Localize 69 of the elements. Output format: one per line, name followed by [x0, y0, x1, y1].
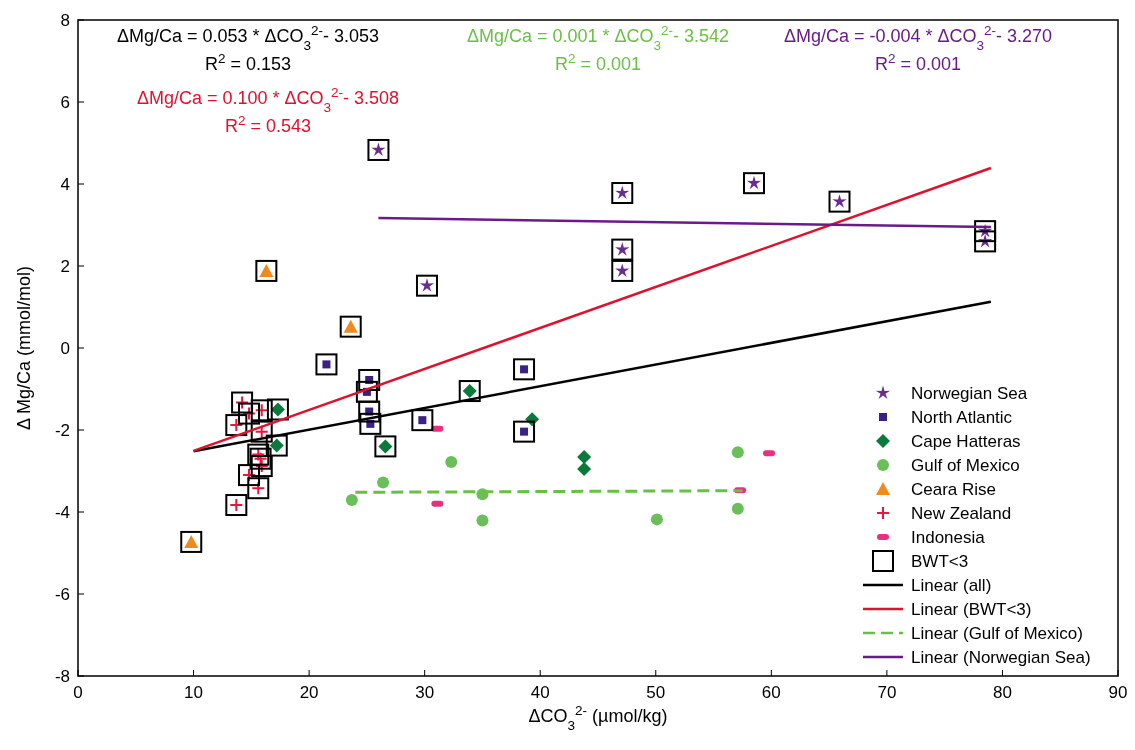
- point: [611, 182, 634, 205]
- annotation: R$^{2}$ = 0.543: [224, 112, 312, 136]
- annotation: ΔMg/Ca = 0.100 * ΔCO$_{3}$$^{2-}$- 3.508: [136, 84, 400, 115]
- point: [577, 450, 592, 465]
- point: [358, 400, 381, 423]
- point: [513, 358, 536, 381]
- point: [577, 461, 592, 476]
- point: [731, 502, 744, 515]
- point: [974, 220, 997, 243]
- point: [743, 172, 765, 195]
- point: [828, 190, 851, 213]
- x-tick-label: 30: [415, 683, 435, 702]
- legend-label: Norwegian Sea: [911, 384, 1028, 403]
- point: [345, 494, 358, 507]
- point: [611, 238, 634, 261]
- legend-label: Ceara Rise: [911, 480, 997, 499]
- x-tick-label: 20: [299, 683, 319, 702]
- point: [411, 409, 434, 432]
- y-tick-label: -6: [54, 585, 70, 604]
- annotation: ΔMg/Ca = -0.004 * ΔCO$_{3}$$^{2-}$- 3.270: [783, 22, 1053, 53]
- point: [650, 513, 663, 526]
- y-tick-label: 4: [60, 175, 70, 194]
- legend-label: Linear (Gulf of Mexico): [911, 624, 1083, 643]
- point: [359, 412, 382, 435]
- x-tick-label: 60: [761, 683, 781, 702]
- legend-label: Linear (BWT<3): [911, 600, 1032, 619]
- y-axis-title: Δ Mg/Ca (mmol/mol): [14, 265, 34, 431]
- y-tick-label: -4: [54, 503, 70, 522]
- legend-label: Gulf of Mexico: [911, 456, 1020, 475]
- legend-label: Indonesia: [911, 528, 986, 547]
- y-tick-label: 8: [60, 11, 70, 30]
- annotation: ΔMg/Ca = 0.053 * ΔCO$_{3}$$^{2-}$- 3.053: [116, 22, 380, 53]
- point: [180, 530, 203, 553]
- point: [358, 368, 381, 391]
- legend-label: Linear (all): [911, 576, 992, 595]
- annotation: R$^{2}$ = 0.153: [204, 50, 292, 74]
- legend-label: Cape Hatteras: [911, 432, 1021, 451]
- y-tick-label: 0: [60, 339, 70, 358]
- x-tick-label: 0: [73, 683, 83, 702]
- annotation: R$^{2}$ = 0.001: [874, 50, 962, 74]
- point: [355, 380, 378, 403]
- x-tick-label: 80: [992, 683, 1012, 702]
- point: [513, 420, 536, 443]
- legend-label: North Atlantic: [911, 408, 1013, 427]
- point: [611, 259, 634, 282]
- annotation: ΔMg/Ca = 0.001 * ΔCO$_{3}$$^{2-}$- 3.542: [466, 22, 730, 53]
- legend-label: BWT<3: [911, 552, 969, 571]
- x-tick-label: 70: [877, 683, 897, 702]
- y-tick-label: 6: [60, 93, 70, 112]
- x-tick-label: 10: [184, 683, 204, 702]
- x-tick-label: 40: [530, 683, 550, 702]
- point: [415, 274, 438, 297]
- point: [731, 446, 744, 459]
- point: [445, 455, 458, 468]
- y-tick-label: -2: [54, 421, 70, 440]
- x-tick-label: 50: [646, 683, 666, 702]
- annotation: R$^{2}$ = 0.001: [554, 50, 642, 74]
- point: [339, 315, 362, 338]
- legend-label: Linear (Norwegian Sea): [911, 648, 1091, 667]
- y-tick-label: -8: [54, 667, 70, 686]
- y-tick-label: 2: [60, 257, 70, 276]
- point: [476, 514, 489, 527]
- legend-label: New Zealand: [911, 504, 1012, 523]
- x-axis-title: ΔCO$_{3}$$^{2-}$ (µmol/kg): [528, 702, 668, 733]
- point: [974, 230, 997, 253]
- x-tick-label: 90: [1108, 683, 1128, 702]
- point: [255, 259, 278, 282]
- point: [377, 476, 390, 489]
- point: [315, 353, 338, 376]
